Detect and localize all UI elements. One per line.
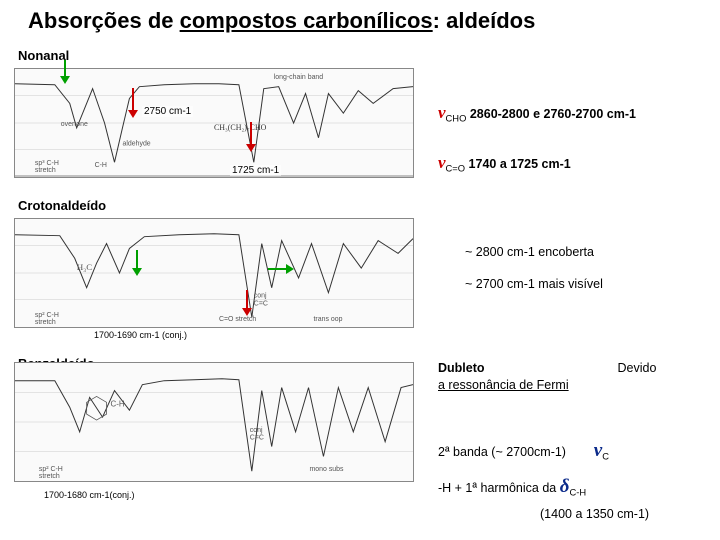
arrow-red-croton xyxy=(240,290,254,321)
harm-sub: C-H xyxy=(569,488,586,498)
banda2-line: 2ª banda (~ 2700cm-1) νC xyxy=(438,438,609,464)
banda2-sub: C xyxy=(602,452,609,462)
nu-cho-sub: CHO xyxy=(446,114,467,124)
label-2750: 2750 cm-1 xyxy=(142,106,193,117)
label-1700-1690: 1700-1690 cm-1 (conj.) xyxy=(92,330,189,340)
label-1700-1680-b: 1700-1680 cm-1(conj.) xyxy=(42,490,137,500)
svg-text:trans oop: trans oop xyxy=(313,316,342,323)
svg-text:long-chain band: long-chain band xyxy=(274,74,324,81)
harm-pre: -H + 1ª harmônica da xyxy=(438,481,560,495)
dubleto-block: Dubleto Devido a ressonância de Fermi xyxy=(438,360,708,394)
banda2-pre: 2ª banda (~ 2700cm-1) xyxy=(438,445,566,459)
title-pre: Absorções de xyxy=(28,8,180,33)
dubleto-devido: Devido xyxy=(618,361,657,375)
svg-text:conj: conj xyxy=(250,427,263,434)
arrow-green-croton-2 xyxy=(268,262,294,281)
svg-text:conj: conj xyxy=(254,293,267,300)
svg-text:C=C: C=C xyxy=(254,300,268,307)
svg-text:C-H: C-H xyxy=(111,399,125,408)
banda2-nu: ν xyxy=(594,440,602,461)
label-1725: 1725 cm-1 xyxy=(230,165,281,176)
svg-text:C-H: C-H xyxy=(95,162,107,169)
nu-cho-text: 2860-2800 e 2760-2700 cm-1 xyxy=(466,107,636,121)
croton-spectrum: H₃C sp² C-H stretch conj C=C C=O stretch… xyxy=(14,218,414,328)
svg-text:stretch: stretch xyxy=(35,167,56,174)
svg-text:C=C: C=C xyxy=(250,435,264,442)
arrow-red-1725 xyxy=(244,122,258,157)
range-line: (1400 a 1350 cm-1) xyxy=(540,506,649,523)
nu-co-sub: C=O xyxy=(446,164,466,174)
dubleto-label: Dubleto xyxy=(438,361,485,375)
nu-symbol: ν xyxy=(438,103,446,122)
arrow-green-nonanal xyxy=(58,60,72,89)
svg-text:stretch: stretch xyxy=(39,473,60,480)
harm-delta: δ xyxy=(560,476,570,497)
nu-co-text: 1740 a 1725 cm-1 xyxy=(465,157,571,171)
dubleto-line2: a ressonância de Fermi xyxy=(438,378,569,392)
nu-cho-line: νCHO 2860-2800 e 2760-2700 cm-1 xyxy=(438,102,636,125)
arrow-red-2750 xyxy=(126,88,140,123)
svg-text:overtone: overtone xyxy=(61,121,88,128)
nu-co-symbol: ν xyxy=(438,153,446,172)
nu-co-line: νC=O 1740 a 1725 cm-1 xyxy=(438,152,571,175)
arrow-green-croton-1 xyxy=(130,250,144,281)
svg-text:mono subs: mono subs xyxy=(310,466,345,473)
harm-line: -H + 1ª harmônica da δC-H xyxy=(438,474,586,500)
benz-spectrum: C-H conj C=C mono subs sp² C-H stretch xyxy=(14,362,414,482)
title-post: : aldeídos xyxy=(433,8,536,33)
svg-text:H₃C: H₃C xyxy=(77,262,93,272)
title-underlined: compostos carbonílicos xyxy=(180,8,433,33)
svg-text:CH₃(CH₂)₇CHO: CH₃(CH₂)₇CHO xyxy=(214,123,267,132)
encoberta-line: ~ 2800 cm-1 encoberta xyxy=(465,244,594,261)
visivel-line: ~ 2700 cm-1 mais visível xyxy=(465,276,603,293)
croton-label: Crotonaldeído xyxy=(18,198,106,213)
page-title: Absorções de compostos carbonílicos: ald… xyxy=(0,0,720,38)
svg-text:stretch: stretch xyxy=(35,319,56,326)
nonanal-spectrum: overtone C-H aldehyde sp³ C-H stretch lo… xyxy=(14,68,414,178)
svg-text:aldehyde: aldehyde xyxy=(122,141,150,148)
